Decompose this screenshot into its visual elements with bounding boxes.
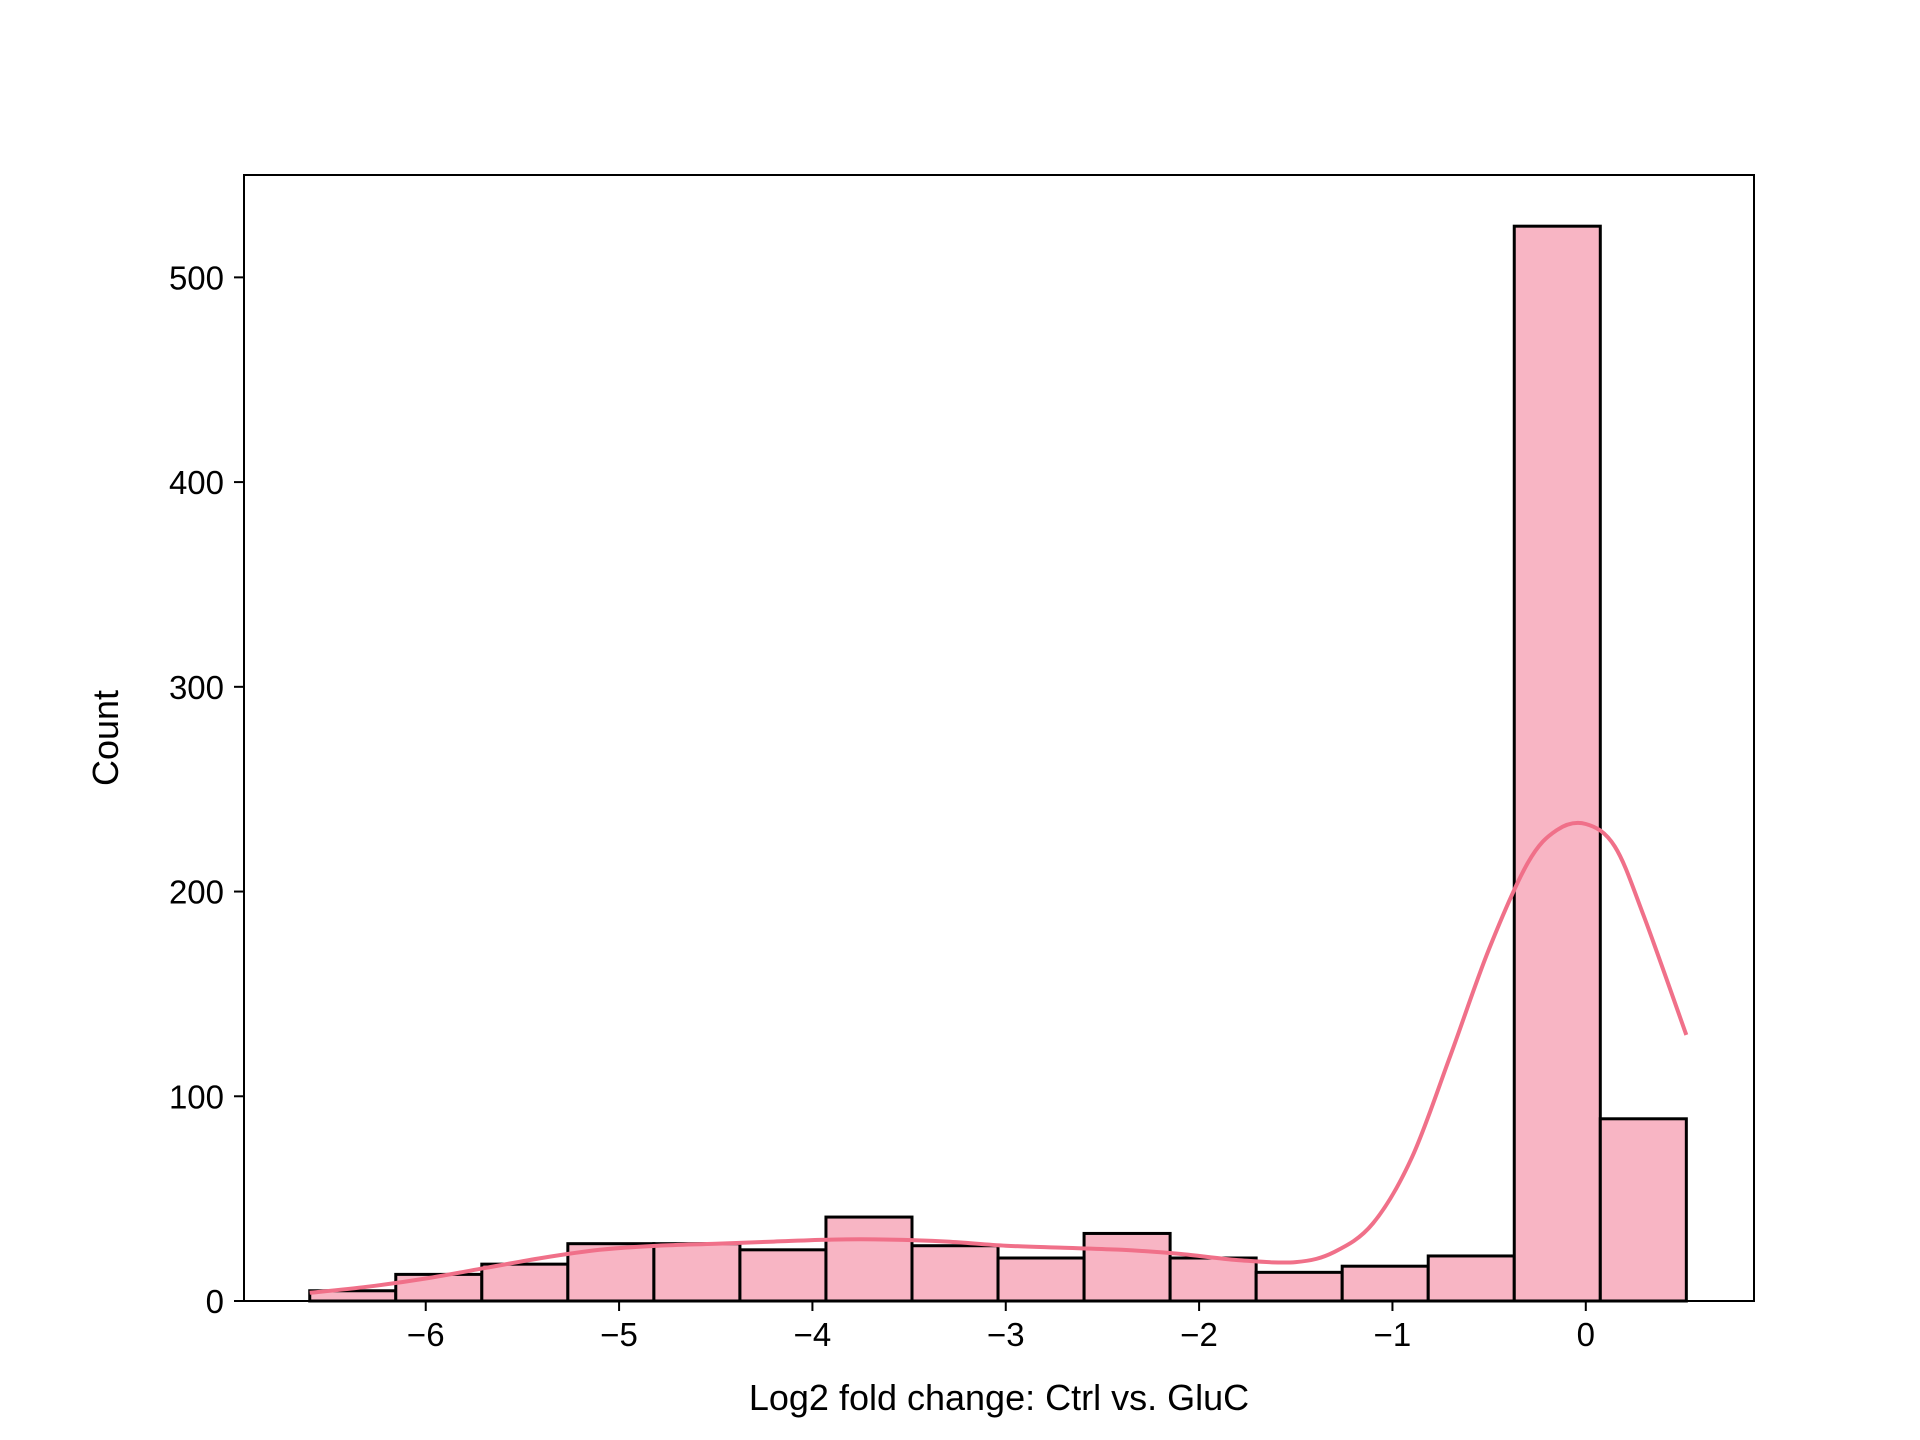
x-tick-label: −6: [407, 1316, 445, 1353]
y-tick-label: 500: [169, 259, 224, 296]
y-tick-label: 100: [169, 1078, 224, 1115]
histogram-bar: [1082, 1231, 1172, 1303]
y-axis-ticks: 0 100 200 300 400 500: [169, 259, 244, 1320]
histogram-bar: [652, 1242, 742, 1303]
y-tick-label: 0: [206, 1283, 224, 1320]
x-tick-label: 0: [1577, 1316, 1595, 1353]
histogram-bar: [480, 1262, 570, 1303]
x-tick-label: −5: [600, 1316, 638, 1353]
histogram-bar: [1254, 1270, 1344, 1303]
histogram-bar: [1426, 1254, 1516, 1303]
y-axis-label: Count: [85, 690, 126, 786]
kde-line: [309, 820, 1689, 1295]
x-tick-label: −4: [794, 1316, 832, 1353]
x-tick-label: −1: [1374, 1316, 1412, 1353]
histogram-bar: [824, 1215, 914, 1303]
histogram-bar: [394, 1272, 484, 1303]
histogram-bar: [1512, 224, 1602, 1303]
histogram-bar: [996, 1256, 1086, 1303]
x-axis-ticks: −6 −5 −4 −3 −2 −1 0: [407, 1301, 1595, 1353]
x-tick-label: −3: [987, 1316, 1025, 1353]
histogram-bar: [738, 1248, 828, 1303]
histogram-bar: [910, 1244, 1000, 1303]
x-tick-label: −2: [1180, 1316, 1218, 1353]
histogram-bar: [1168, 1256, 1258, 1303]
kde-layer: [309, 820, 1689, 1295]
y-tick-label: 200: [169, 874, 224, 911]
y-tick-label: 400: [169, 464, 224, 501]
x-axis-label: Log2 fold change: Ctrl vs. GluC: [749, 1377, 1249, 1418]
histogram-bar: [1340, 1264, 1430, 1303]
histogram-bar: [1598, 1117, 1688, 1303]
plot-frame: [243, 174, 1755, 1302]
bars-layer: [308, 224, 1688, 1303]
y-tick-label: 300: [169, 669, 224, 706]
